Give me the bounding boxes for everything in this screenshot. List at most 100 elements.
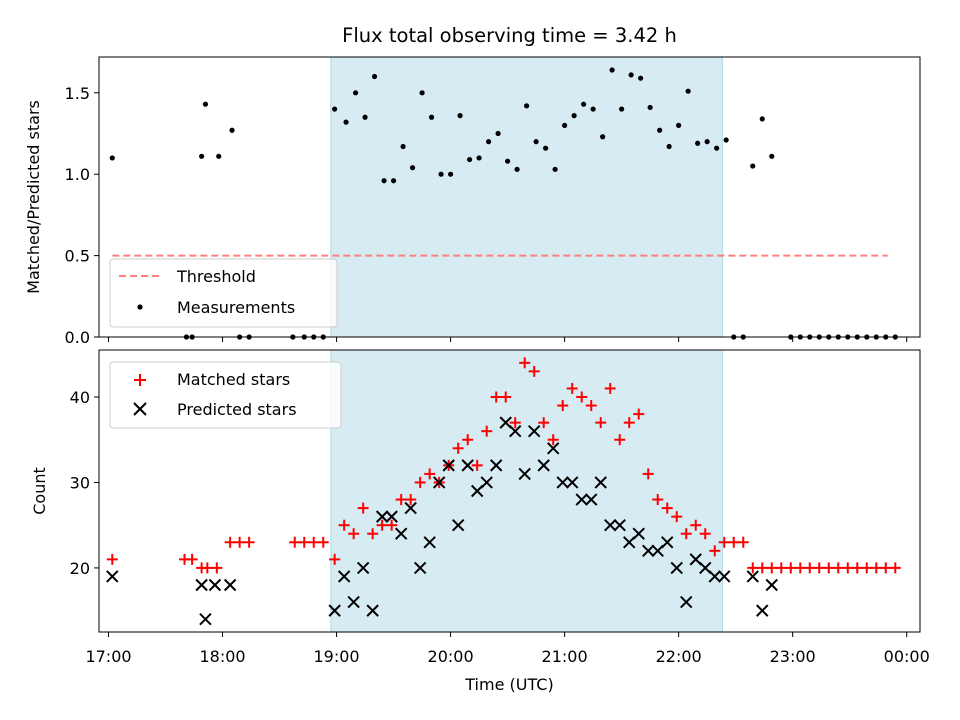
- measurement-point: [619, 106, 625, 112]
- matched-star-point: [718, 536, 730, 548]
- matched-star-point: [201, 562, 213, 574]
- top-y-axis-label: Matched/Predicted stars: [24, 100, 43, 294]
- xtick-label: 21:00: [542, 647, 588, 666]
- matched-star-point: [528, 365, 540, 377]
- legend-measurements-swatch: [137, 304, 143, 310]
- matched-star-point: [481, 425, 493, 437]
- matched-star-point: [538, 417, 550, 429]
- matched-star-point: [832, 562, 844, 574]
- matched-star-point: [870, 562, 882, 574]
- measurement-point: [609, 67, 615, 73]
- matched-star-point: [661, 502, 673, 514]
- matched-star-point: [186, 553, 198, 565]
- matched-star-point: [405, 494, 417, 506]
- legend-predicted-label: Predicted stars: [177, 400, 297, 419]
- matched-star-point: [509, 417, 521, 429]
- matched-star-point: [357, 502, 369, 514]
- top-x-ticks: [108, 337, 908, 342]
- bottom-ytick-label: 40: [70, 388, 90, 407]
- predicted-star-point: [347, 595, 360, 609]
- predicted-star-point: [527, 424, 541, 438]
- matched-star-point: [794, 562, 806, 574]
- top-ytick-label: 0.5: [65, 247, 90, 266]
- chart-title: Flux total observing time = 3.42 h: [342, 24, 677, 47]
- predicted-star-point: [566, 476, 579, 489]
- predicted-star-point: [537, 459, 550, 472]
- matched-star-point: [462, 434, 474, 446]
- top-legend: Threshold Measurements: [109, 258, 338, 328]
- matched-star-point: [633, 408, 645, 420]
- predicted-star-point: [680, 595, 693, 609]
- matched-star-point: [338, 519, 350, 531]
- predicted-star-point: [489, 459, 503, 472]
- predicted-star-point: [328, 604, 341, 617]
- matched-star-point: [585, 400, 597, 412]
- predicted-star-point: [708, 570, 721, 583]
- measurement-point: [504, 158, 511, 164]
- predicted-star-point: [613, 518, 626, 532]
- measurement-point: [571, 113, 577, 119]
- matched-star-point: [547, 434, 559, 446]
- predicted-star-point: [632, 527, 645, 540]
- legend-matched-label: Matched stars: [177, 370, 290, 389]
- measurement-point: [457, 113, 463, 119]
- measurement-point: [229, 127, 235, 133]
- xtick-label: 18:00: [199, 647, 245, 666]
- matched-star-point: [842, 562, 854, 574]
- measurement-point: [428, 114, 435, 120]
- matched-star-point: [595, 417, 607, 429]
- predicted-star-point: [718, 570, 731, 583]
- matched-star-point: [775, 562, 787, 574]
- measurement-point: [628, 72, 634, 78]
- measurement-point: [352, 90, 359, 96]
- matched-star-point: [747, 562, 759, 574]
- matched-star-point: [880, 562, 892, 574]
- top-legend-box: [109, 258, 338, 328]
- matched-star-point: [308, 536, 320, 548]
- predicted-star-point: [547, 442, 560, 455]
- measurement-point: [447, 171, 454, 177]
- matched-star-point: [348, 528, 360, 540]
- matched-star-point: [224, 536, 236, 548]
- measurement-point: [362, 114, 368, 120]
- predicted-star-point: [337, 570, 351, 583]
- matched-star-point: [500, 391, 512, 403]
- matched-star-point: [211, 562, 223, 574]
- matched-star-point: [329, 553, 341, 565]
- xtick-label: 20:00: [428, 647, 474, 666]
- measurement-point: [714, 145, 720, 151]
- measurement-point: [371, 73, 378, 80]
- measurement-point: [400, 143, 406, 150]
- measurement-point: [552, 166, 558, 172]
- matched-star-point: [642, 468, 654, 480]
- predicted-star-point: [356, 561, 370, 575]
- matched-star-point: [566, 382, 578, 394]
- matched-star-point: [243, 536, 255, 548]
- matched-star-point: [823, 562, 835, 574]
- predicted-star-point: [585, 493, 598, 506]
- matched-star-point: [851, 562, 863, 574]
- matched-star-point: [519, 357, 531, 369]
- matched-star-point: [680, 528, 692, 540]
- measurement-point: [109, 155, 115, 161]
- bottom-axes-frame: [98, 349, 921, 633]
- matched-star-point: [889, 562, 901, 574]
- bottom-y-axis-label: Count: [30, 467, 49, 515]
- matched-star-point: [614, 434, 626, 446]
- matched-star-point: [471, 459, 483, 471]
- predicted-star-point: [385, 510, 398, 523]
- predicted-star-point: [756, 604, 769, 617]
- top-axes-frame: [98, 56, 921, 338]
- measurement-point: [685, 88, 691, 94]
- matched-star-point: [414, 476, 426, 488]
- bottom-marks: [106, 357, 901, 626]
- measurement-point: [216, 153, 222, 159]
- matched-star-point: [386, 519, 398, 531]
- predicted-star-point: [432, 476, 446, 489]
- predicted-star-point: [575, 493, 588, 506]
- xtick-label: 17:00: [85, 647, 131, 666]
- predicted-star-point: [594, 476, 607, 489]
- xtick-label: 19:00: [314, 647, 360, 666]
- matched-star-point: [376, 519, 388, 531]
